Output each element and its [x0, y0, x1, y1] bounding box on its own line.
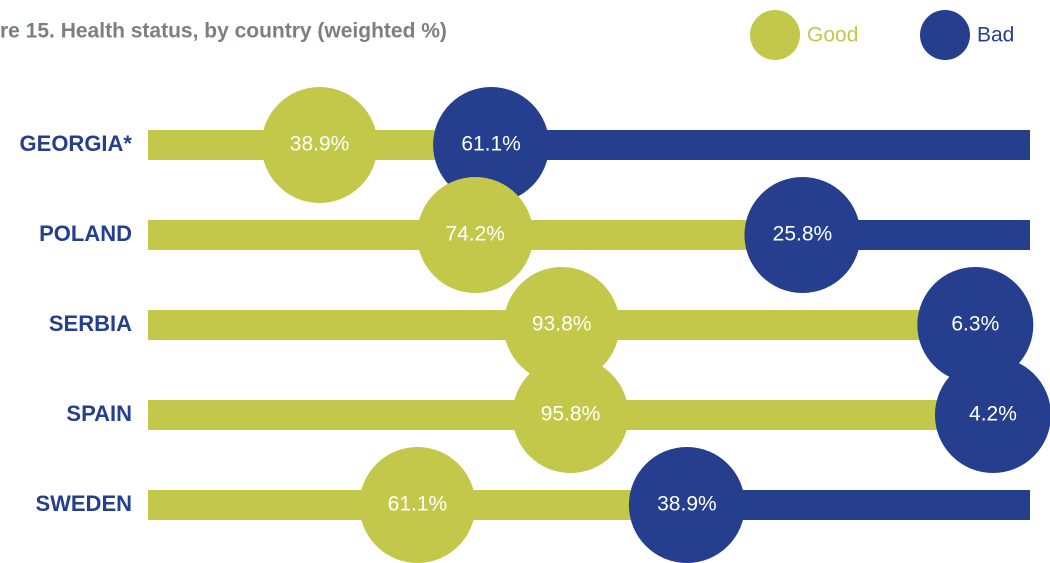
bubble: [628, 447, 745, 563]
y-tick-label: GEORGIA*: [20, 131, 133, 156]
legend-label: Good: [807, 24, 858, 47]
y-tick-label: POLAND: [39, 221, 132, 246]
bubble: [359, 447, 476, 563]
bubble: [744, 177, 861, 293]
bubble: [917, 267, 1034, 383]
data-label: 4.2%: [969, 403, 1017, 426]
data-label: 38.9%: [657, 493, 717, 516]
bar-segment: [491, 130, 1030, 160]
y-tick-label: SERBIA: [49, 311, 132, 336]
legend-swatch: [920, 10, 970, 60]
bubble: [934, 357, 1050, 473]
y-tick-label: SPAIN: [66, 401, 132, 426]
bubble: [261, 87, 378, 203]
data-label: 61.1%: [388, 493, 448, 516]
chart-title: re 15. Health status, by country (weight…: [0, 20, 447, 43]
legend-label: Bad: [977, 24, 1014, 47]
y-tick-label: SWEDEN: [35, 491, 132, 516]
data-label: 38.9%: [290, 133, 350, 156]
bubble: [417, 177, 534, 293]
legend-swatch: [750, 10, 800, 60]
bubble: [503, 267, 620, 383]
data-label: 61.1%: [461, 133, 521, 156]
data-label: 95.8%: [541, 403, 601, 426]
bubble: [512, 357, 629, 473]
data-label: 93.8%: [532, 313, 592, 336]
data-label: 74.2%: [445, 223, 505, 246]
bubble: [433, 87, 550, 203]
data-label: 6.3%: [951, 313, 999, 336]
data-label: 25.8%: [773, 223, 833, 246]
